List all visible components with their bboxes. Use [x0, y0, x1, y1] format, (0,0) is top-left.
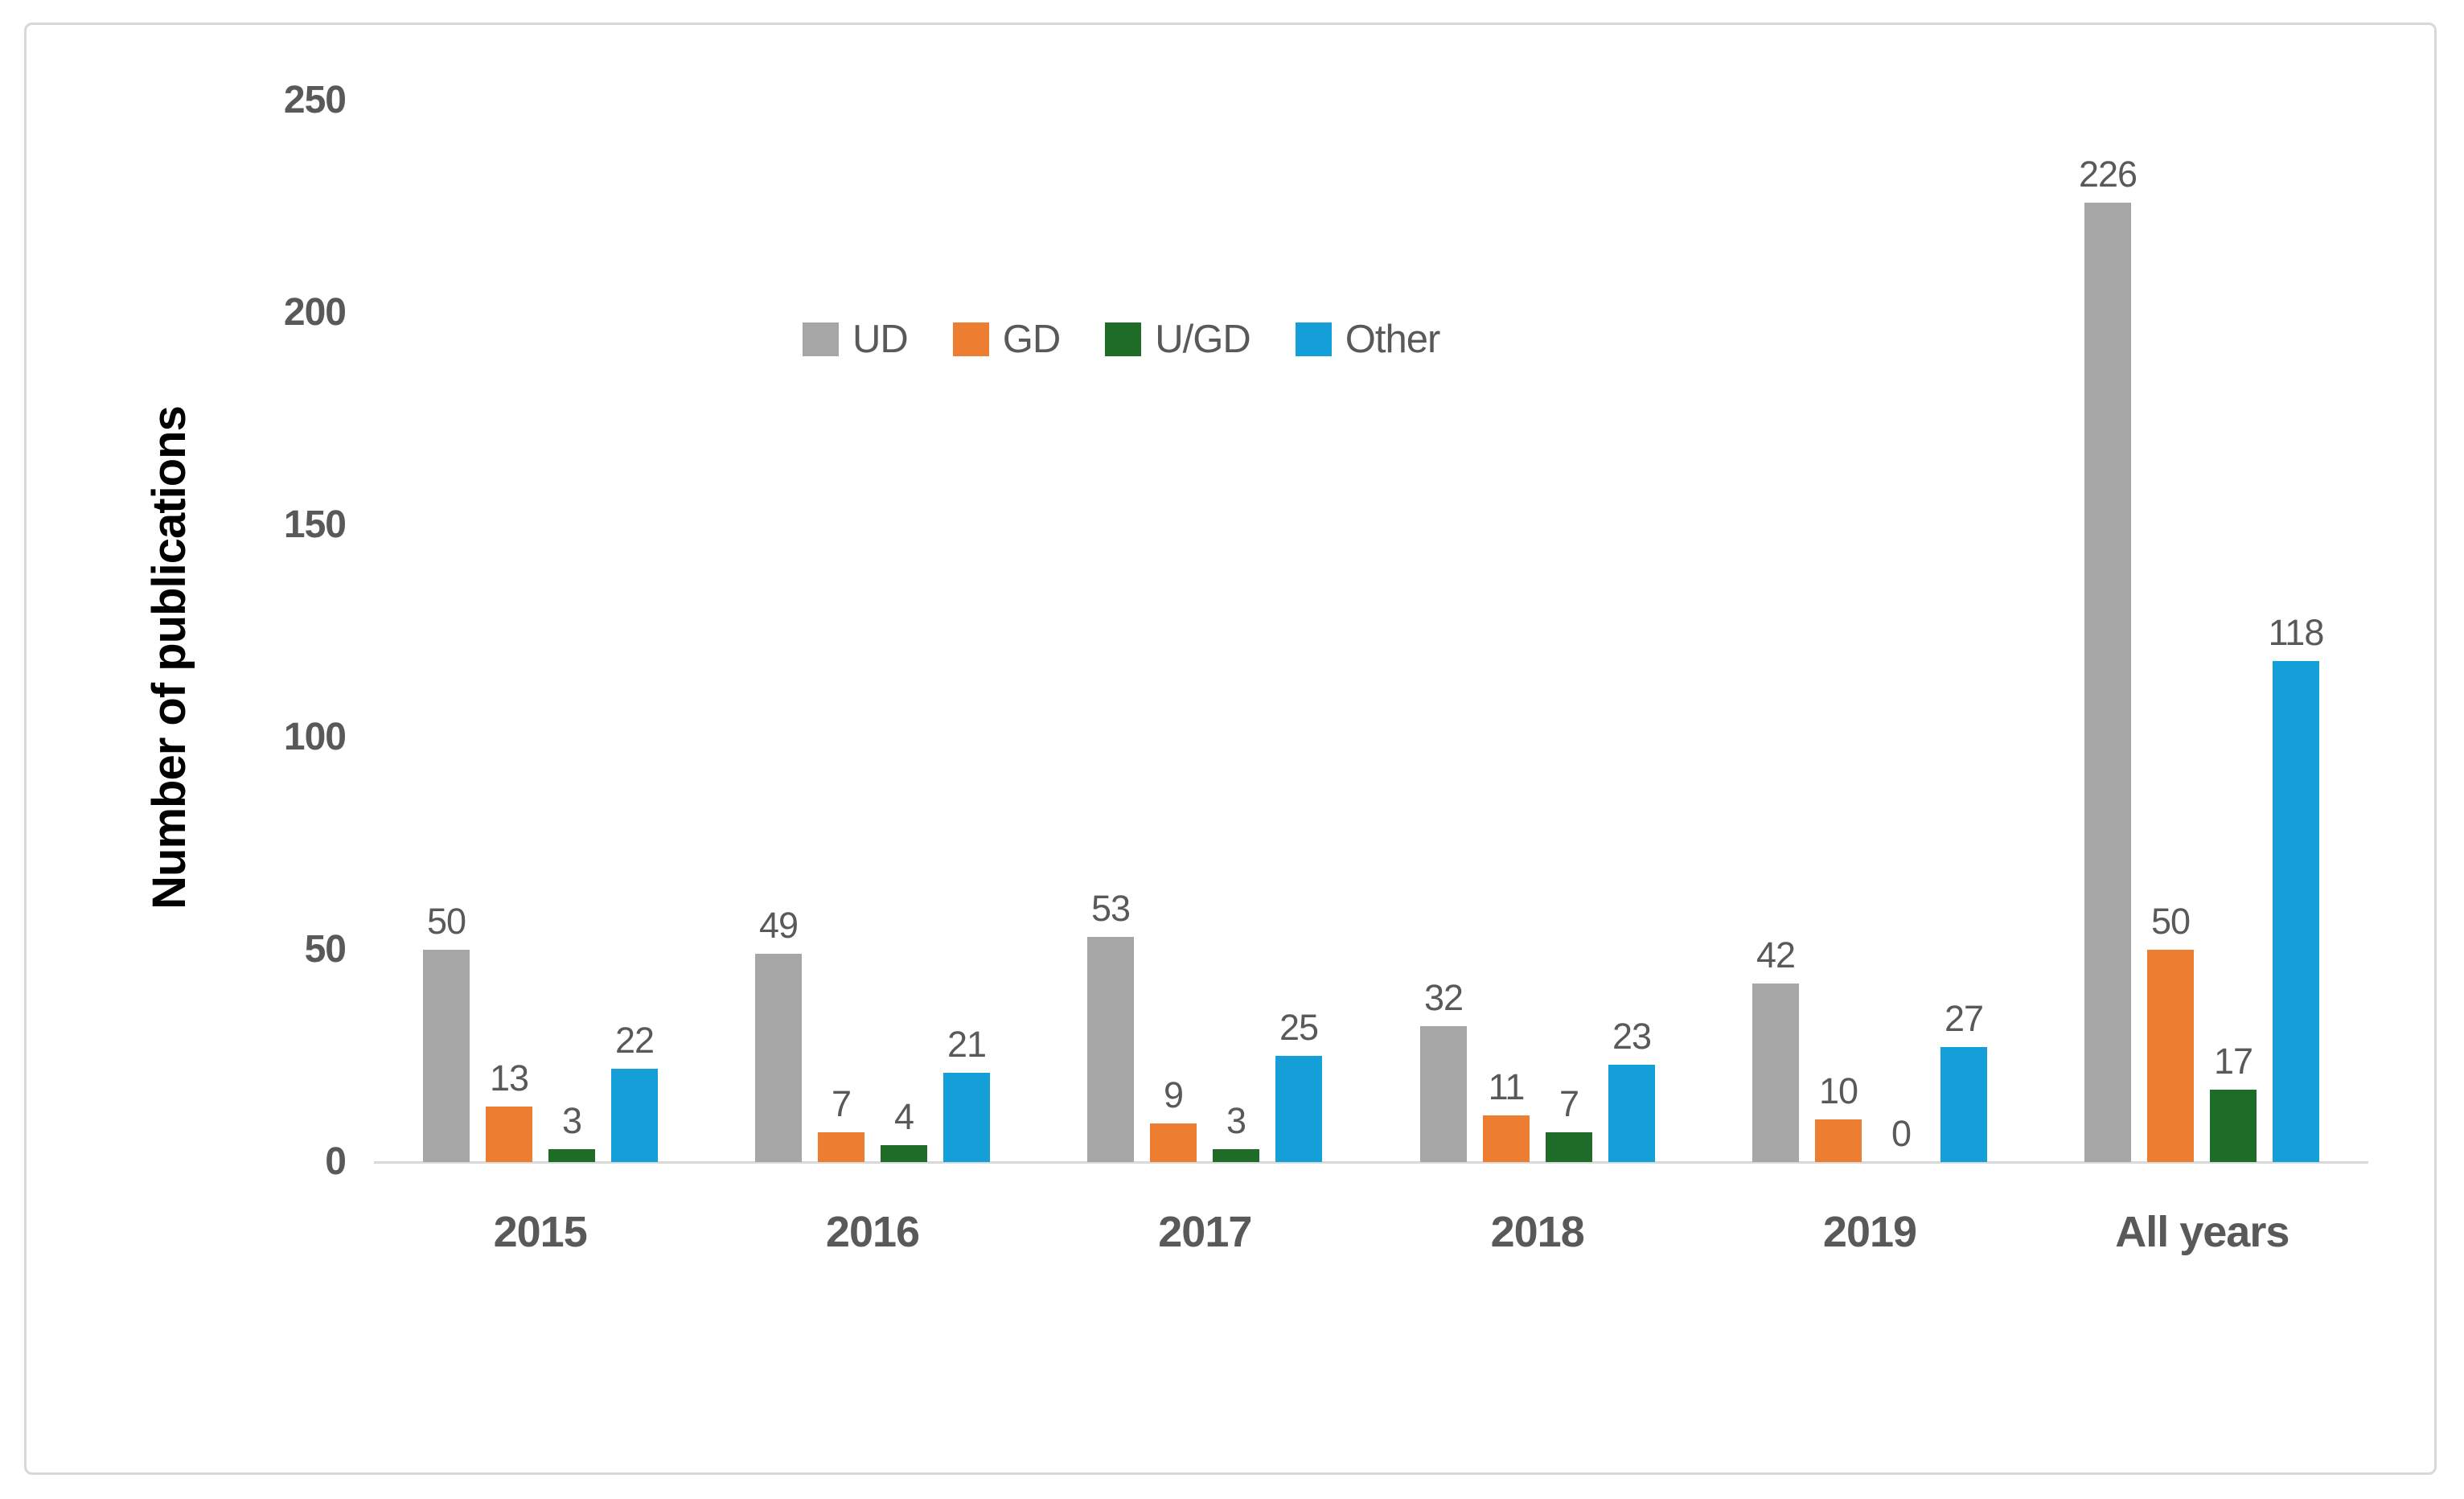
bar-value-label: 21 [947, 1024, 987, 1065]
bar-other-2017 [1275, 1056, 1322, 1162]
legend-item-ud: UD [803, 317, 909, 362]
bar-other-2016 [943, 1073, 990, 1162]
bar-value-label: 7 [831, 1083, 852, 1124]
bar-value-label: 25 [1279, 1007, 1319, 1048]
bar-gd-2015 [486, 1107, 532, 1162]
bar-ud-2018 [1420, 1026, 1467, 1162]
bar-value-label: 49 [758, 905, 799, 946]
bar-value-label: 42 [1756, 934, 1796, 975]
legend-swatch-icon [952, 322, 989, 356]
bar-ugd-2015 [548, 1149, 595, 1162]
y-tick-label: 100 [283, 716, 347, 758]
bar-other-2018 [1608, 1065, 1655, 1162]
bar-other-2019 [1940, 1047, 1987, 1162]
y-tick-label: 250 [283, 79, 347, 121]
bar-ud-all-years [2084, 203, 2131, 1162]
legend-label: U/GD [1155, 318, 1250, 361]
bar-ud-2015 [423, 950, 470, 1162]
bar-gd-2017 [1150, 1123, 1197, 1162]
legend-label: Other [1345, 318, 1441, 361]
bar-value-label: 50 [426, 901, 466, 942]
legend-label: GD [1002, 318, 1061, 361]
bar-value-label: 3 [1226, 1100, 1246, 1141]
bar-value-label: 9 [1163, 1074, 1184, 1115]
legend-label: UD [852, 318, 909, 361]
bar-other-2015 [611, 1069, 658, 1162]
bar-ugd-2018 [1546, 1132, 1592, 1162]
legend-item-ugd: U/GD [1105, 317, 1251, 362]
bar-value-label: 226 [2078, 154, 2138, 195]
legend-swatch-icon [1105, 322, 1142, 356]
bar-other-all-years [2273, 661, 2319, 1162]
bar-ud-2017 [1087, 937, 1134, 1162]
bar-value-label: 17 [2213, 1041, 2253, 1082]
x-axis-label-2016: 2016 [825, 1208, 920, 1256]
y-tick-label: 150 [283, 503, 347, 546]
x-axis-label-all-years: All years [2115, 1208, 2289, 1256]
bar-value-label: 13 [489, 1058, 529, 1099]
x-axis-label-2018: 2018 [1490, 1208, 1585, 1256]
legend: UD GD U/GD Other [803, 317, 1441, 362]
bar-gd-2018 [1483, 1115, 1530, 1162]
bar-value-label: 50 [2150, 901, 2191, 942]
bar-value-label: 118 [2268, 612, 2325, 653]
x-axis-line [374, 1161, 2368, 1164]
bar-ud-2019 [1752, 984, 1799, 1162]
bar-ugd-2017 [1213, 1149, 1259, 1162]
bar-value-label: 10 [1818, 1070, 1858, 1111]
chart-frame: Number of publications [24, 23, 2437, 1475]
bar-value-label: 3 [561, 1100, 582, 1141]
y-tick-label: 50 [304, 928, 347, 971]
bar-ud-2016 [755, 954, 802, 1162]
y-tick-label: 0 [325, 1140, 347, 1183]
legend-swatch-icon [1295, 322, 1332, 356]
bar-gd-2016 [818, 1132, 864, 1162]
bar-value-label: 32 [1423, 977, 1464, 1018]
bar-value-label: 7 [1558, 1083, 1579, 1124]
bar-value-label: 22 [614, 1020, 655, 1061]
bar-gd-2019 [1815, 1119, 1862, 1162]
bar-value-label: 11 [1488, 1066, 1526, 1107]
bar-value-label: 4 [893, 1096, 914, 1137]
y-tick-label: 200 [283, 291, 347, 334]
bar-gd-all-years [2147, 950, 2194, 1162]
bar-ugd-2016 [881, 1145, 927, 1162]
x-axis-label-2017: 2017 [1158, 1208, 1252, 1256]
bar-value-label: 23 [1612, 1016, 1652, 1057]
bar-value-label: 53 [1090, 888, 1131, 929]
x-axis-label-2019: 2019 [1822, 1208, 1917, 1256]
legend-item-gd: GD [952, 317, 1061, 362]
legend-swatch-icon [803, 322, 839, 356]
legend-item-other: Other [1295, 317, 1441, 362]
bar-value-label: 27 [1944, 998, 1984, 1039]
bar-value-label: 0 [1891, 1113, 1912, 1154]
x-axis-label-2015: 2015 [493, 1208, 588, 1256]
bar-ugd-all-years [2210, 1090, 2257, 1162]
